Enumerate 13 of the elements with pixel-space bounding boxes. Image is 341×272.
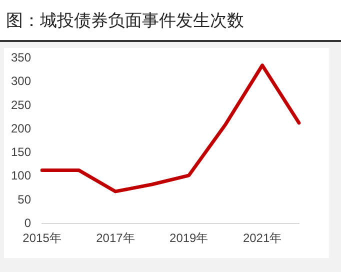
y-tick-label: 0 — [24, 216, 32, 230]
y-tick-label: 300 — [10, 74, 32, 88]
y-tick-label: 200 — [10, 121, 32, 136]
x-tick-label: 2019年 — [170, 231, 208, 246]
y-tick-label: 250 — [10, 98, 32, 112]
y-tick-label: 150 — [10, 145, 32, 160]
y-tick-label: 50 — [18, 192, 32, 206]
y-tick-label: 100 — [10, 168, 32, 183]
x-tick-label: 2021年 — [242, 231, 282, 246]
y-tick-label: 350 — [10, 50, 32, 65]
x-tick-label: 2017年 — [96, 231, 135, 246]
x-tick-label: 2015年 — [22, 231, 62, 246]
chart-title: 图：城投债券负面事件发生次数 — [0, 0, 341, 42]
